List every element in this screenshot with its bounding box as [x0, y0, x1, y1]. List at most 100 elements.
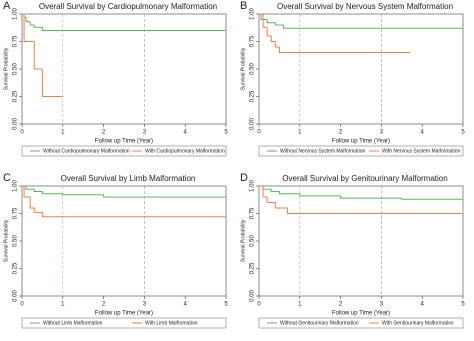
survival-step [260, 14, 268, 20]
y-tick-label: 0.25 [13, 262, 19, 274]
legend-label: Without Nervous System Malformation [280, 148, 366, 154]
y-tick-label: 0.25 [250, 90, 256, 102]
survival-step [274, 22, 284, 26]
y-tick-label: 0.50 [250, 235, 256, 247]
chart-title: Overall Survival by Nervous System Malfo… [277, 2, 453, 11]
y-tick-label: 0.00 [13, 118, 19, 130]
x-tick-label: 5 [224, 130, 228, 136]
survival-step [41, 27, 226, 31]
survival-step [23, 14, 35, 42]
x-tick-label: 1 [61, 302, 65, 308]
y-tick-label: 0.75 [250, 207, 256, 219]
x-tick-label: 5 [224, 302, 228, 308]
x-tick-label: 2 [102, 302, 106, 308]
y-axis-label: Survival Probability [3, 219, 9, 262]
x-tick-label: 3 [143, 302, 147, 308]
legend-label: With Limb Malformation [145, 320, 198, 326]
survival-step [103, 194, 226, 198]
legend-box [258, 145, 464, 157]
x-tick-label: 1 [61, 130, 65, 136]
y-tick-label: 0.75 [13, 207, 19, 219]
survival-step [274, 202, 288, 209]
x-tick-label: 4 [421, 130, 425, 136]
survival-step [33, 189, 43, 192]
legend-label: With Nervous System Malformation [382, 148, 461, 154]
survival-step [41, 69, 63, 97]
x-tick-label: 0 [257, 130, 261, 136]
survival-step [33, 208, 43, 213]
y-axis-label: Survival Probability [240, 219, 246, 262]
survival-step [29, 197, 35, 209]
y-tick-label: 0.50 [250, 63, 256, 75]
legend-box [21, 145, 227, 157]
x-axis-label: Follow up Time (Year) [332, 139, 390, 145]
plot-frame [258, 13, 464, 125]
y-axis-label: Survival Probability [240, 47, 246, 90]
survival-step [262, 186, 272, 190]
survival-step [41, 212, 226, 218]
y-tick-label: 0.25 [13, 90, 19, 102]
x-tick-label: 0 [257, 302, 261, 308]
survival-step [282, 25, 463, 29]
x-tick-label: 3 [143, 130, 147, 136]
x-tick-label: 4 [421, 302, 425, 308]
legend-label: With Genitourinary Malformation [382, 320, 454, 326]
y-tick-label: 0.00 [13, 290, 19, 302]
x-tick-label: 3 [380, 302, 384, 308]
survival-step [262, 186, 268, 198]
survival-step [270, 189, 280, 192]
survival-step [266, 19, 276, 24]
legend-box [258, 317, 464, 329]
x-tick-label: 3 [380, 130, 384, 136]
y-tick-label: 1.00 [250, 8, 256, 20]
plot-frame [258, 185, 464, 297]
legend-label: Without Limb Malformation [43, 320, 103, 326]
survival-step [299, 193, 341, 197]
panel-letter: B [240, 0, 247, 12]
survival-step [23, 186, 31, 198]
x-axis-label: Follow up Time (Year) [95, 311, 153, 317]
y-tick-label: 0.50 [13, 235, 19, 247]
survival-step [25, 186, 35, 190]
survival-step [274, 41, 280, 48]
survival-step [29, 21, 35, 26]
y-tick-label: 0.75 [13, 35, 19, 47]
legend-box [21, 317, 227, 329]
survival-step [25, 17, 31, 23]
survival-step [262, 14, 268, 28]
x-tick-label: 5 [461, 302, 465, 308]
x-axis-label: Follow up Time (Year) [95, 139, 153, 145]
survival-step [266, 27, 272, 37]
y-tick-label: 1.00 [13, 8, 19, 20]
chart-title: Overall Survival by Cardiopulmonary Malf… [39, 2, 217, 11]
x-tick-label: 1 [298, 302, 302, 308]
legend-label: Without Cardiopulmonary Malformation [43, 148, 130, 154]
legend-label: Without Genitourinary Malformation [280, 320, 359, 326]
survival-step [340, 195, 402, 199]
survival-step [62, 193, 104, 196]
chart-title: Overall Survival by Limb Malformation [61, 174, 196, 183]
y-tick-label: 0.00 [250, 290, 256, 302]
legend-label: With Cardiopulmonary Malformation [145, 148, 225, 154]
survival-step [401, 198, 463, 200]
x-tick-label: 0 [20, 130, 24, 136]
x-tick-label: 1 [298, 130, 302, 136]
y-tick-label: 0.25 [250, 262, 256, 274]
x-tick-label: 0 [20, 302, 24, 308]
panel-letter: D [240, 172, 248, 184]
survival-step [33, 25, 43, 28]
panel-letter: A [3, 0, 11, 12]
y-tick-label: 0.75 [250, 35, 256, 47]
survival-step [278, 191, 300, 195]
x-tick-label: 2 [339, 130, 343, 136]
chart-title: Overall Survival by Genitourinary Malfor… [282, 174, 447, 183]
survival-step [270, 36, 276, 42]
survival-step [278, 47, 410, 53]
x-tick-label: 2 [339, 302, 343, 308]
x-axis-label: Follow up Time (Year) [332, 311, 390, 317]
x-tick-label: 2 [102, 130, 106, 136]
survival-step [287, 208, 463, 214]
y-tick-label: 1.00 [250, 180, 256, 192]
x-tick-label: 4 [184, 130, 188, 136]
